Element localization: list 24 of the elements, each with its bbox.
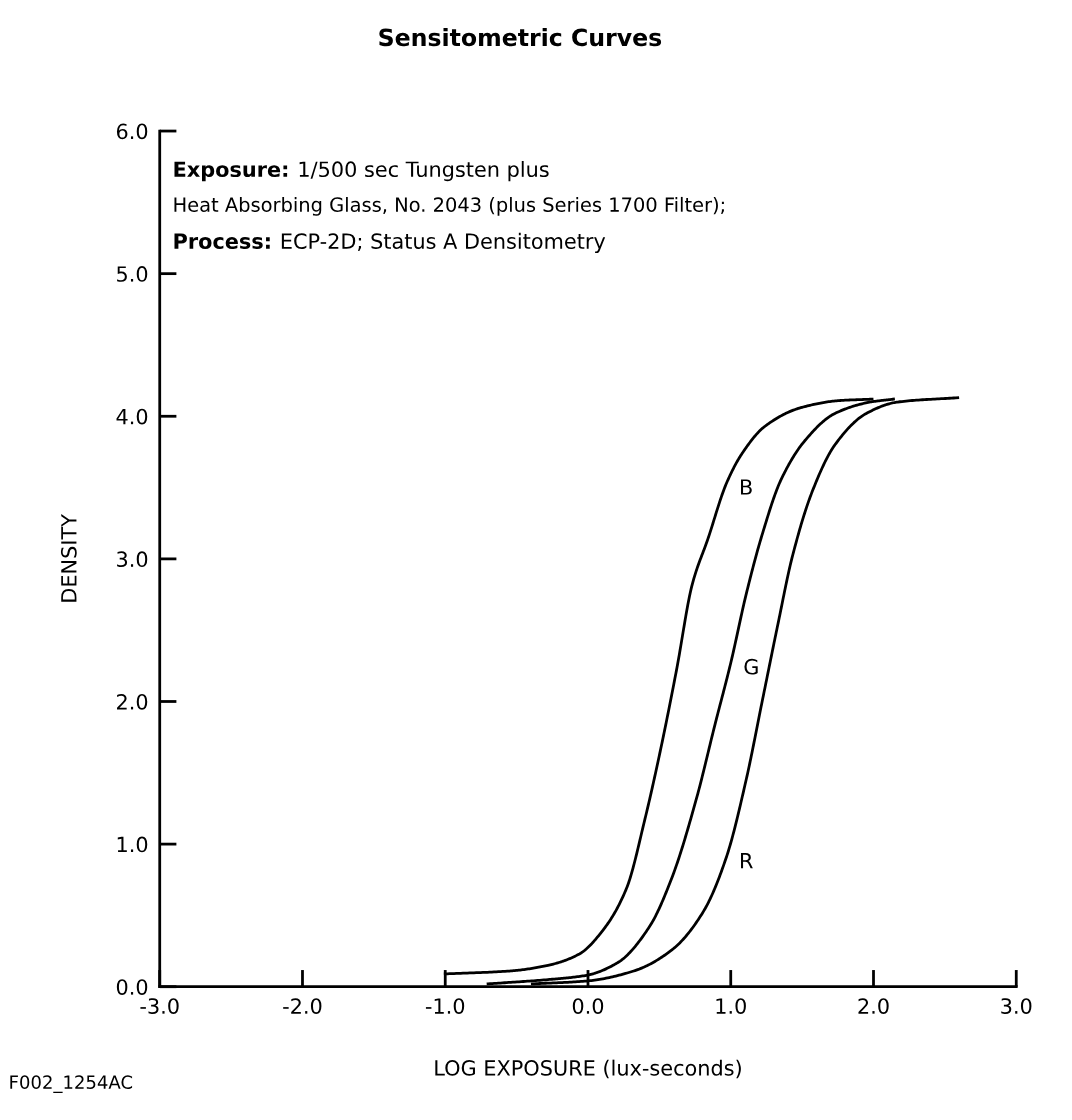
series-label: G (744, 658, 758, 675)
y-tick-label: 3.0 (117, 551, 148, 568)
x-tick-label: 1.0 (716, 998, 746, 1014)
y-tick-label: 6.0 (116, 123, 148, 140)
x-tick-label: -3.0 (140, 998, 179, 1014)
x-tick-label: 3.0 (1001, 998, 1032, 1014)
series-label: R (741, 853, 753, 869)
series-label: B (741, 479, 752, 495)
annotation: Exposure: 1/500 sec Tungsten plus (174, 160, 549, 182)
x-tick-label: 2.0 (858, 998, 889, 1014)
annotation: Heat Absorbing Glass, No. 2043 (plus Series 1700 Filter); (174, 196, 724, 216)
x-tick-label: 0.0 (572, 998, 604, 1014)
y-tick-label: 0.0 (116, 979, 148, 995)
x-axis-title: LOG EXPOSURE (lux-seconds) (435, 1059, 741, 1079)
annotation: Process: ECP-2D; Status A Densitometry (174, 232, 606, 254)
chart-title: Sensitometric Curves (379, 28, 662, 47)
x-tick-label: -1.0 (425, 998, 465, 1014)
y-tick-label: 1.0 (117, 836, 148, 853)
text: F002_1254AC (10, 1075, 133, 1093)
x-tick-label: -2.0 (283, 998, 322, 1014)
y-tick-label: 5.0 (117, 266, 148, 282)
y-tick-label: 2.0 (117, 693, 148, 710)
y-axis-title: DENSITY (60, 514, 77, 602)
y-tick-label: 4.0 (116, 408, 148, 425)
